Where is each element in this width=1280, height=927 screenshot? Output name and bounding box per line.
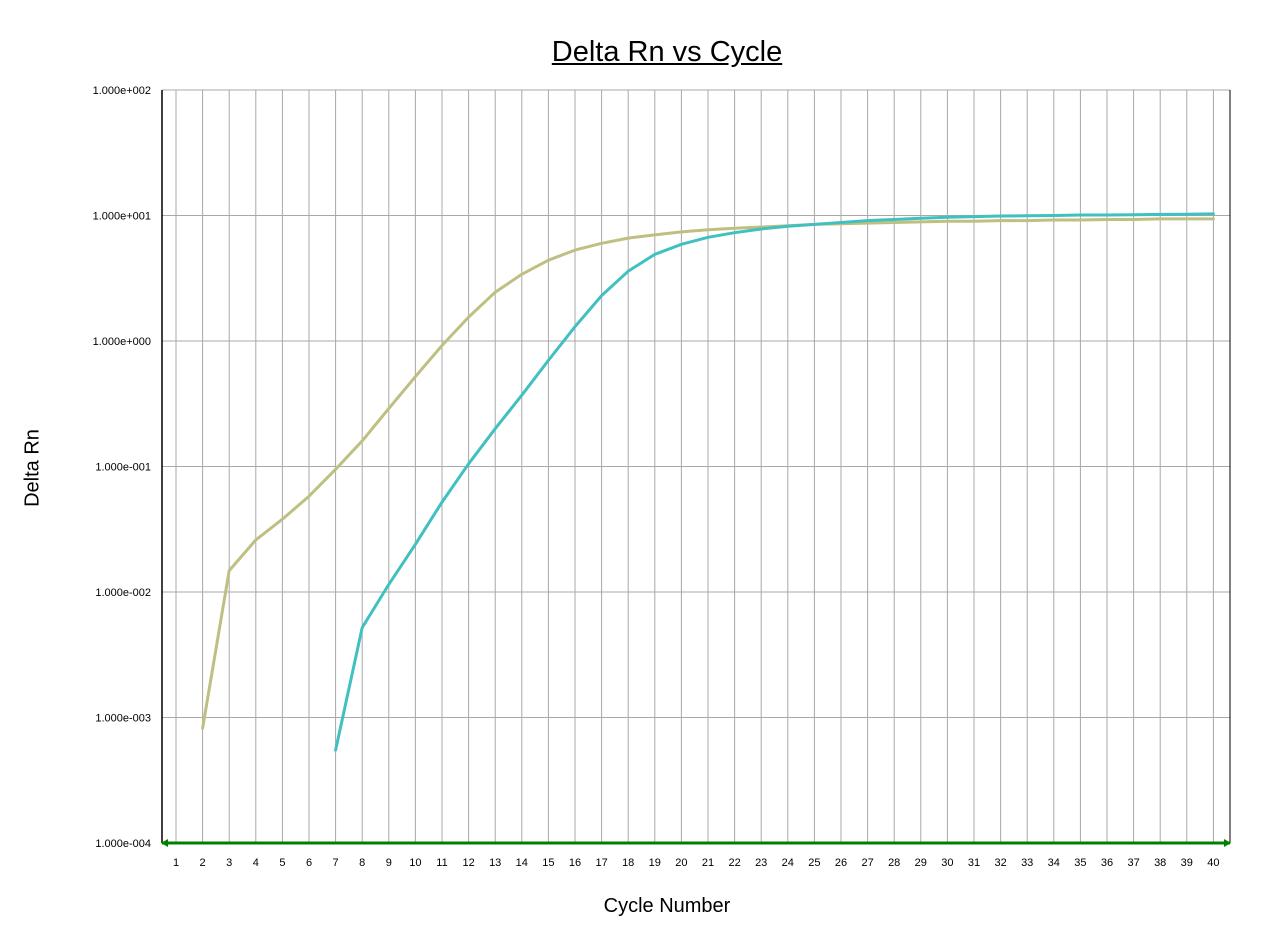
- x-tick-label: 30: [941, 857, 953, 869]
- x-tick-label: 24: [782, 857, 794, 869]
- x-tick-label: 28: [888, 857, 900, 869]
- x-tick-label: 23: [755, 857, 767, 869]
- x-tick-label: 35: [1074, 857, 1086, 869]
- x-tick-label: 19: [649, 857, 661, 869]
- x-tick-label: 11: [436, 857, 447, 869]
- x-tick-label: 7: [333, 857, 339, 869]
- x-tick-label: 26: [835, 857, 847, 869]
- x-tick-label: 3: [226, 857, 232, 869]
- x-tick-label: 32: [994, 857, 1006, 869]
- x-tick-label: 21: [702, 857, 714, 869]
- baseline-arrow-left: [161, 839, 168, 847]
- x-tick-label: 1: [173, 857, 179, 869]
- x-tick-label: 16: [569, 857, 581, 869]
- grid-lines: [162, 89, 1230, 844]
- y-tick-label: 1.000e+002: [93, 85, 151, 97]
- y-tick-label: 1.000e-004: [95, 838, 151, 850]
- x-tick-label: 12: [462, 857, 474, 869]
- x-tick-label: 18: [622, 857, 634, 869]
- chart-title: Delta Rn vs Cycle: [551, 36, 783, 68]
- y-tick-label: 1.000e-003: [95, 713, 151, 725]
- x-tick-label: 29: [915, 857, 927, 869]
- x-tick-label: 6: [306, 857, 312, 869]
- x-tick-label: 22: [728, 857, 740, 869]
- baseline-arrow-right: [1224, 839, 1231, 847]
- x-tick-label: 17: [595, 857, 607, 869]
- x-tick-labels: 1 2 3 4 5 6 7 8 9 10 11 12 13 14 15 16 17 18 19 20 21 22 23 24 2…: [173, 857, 1220, 869]
- x-axis-label: Cycle Number: [603, 895, 731, 917]
- series-line-1: [201, 217, 1215, 730]
- x-tick-label: 15: [542, 857, 554, 869]
- x-tick-label: 13: [489, 857, 501, 869]
- y-tick-label: 1.000e+000: [93, 336, 151, 348]
- x-tick-label: 2: [200, 857, 206, 869]
- x-tick-label: 10: [409, 857, 421, 869]
- x-tick-label: 20: [675, 857, 687, 869]
- y-tick-label: 1.000e-001: [95, 462, 151, 474]
- x-tick-label: 25: [808, 857, 820, 869]
- x-tick-label: 8: [359, 857, 365, 869]
- x-tick-label: 14: [516, 857, 528, 869]
- x-tick-label: 5: [279, 857, 285, 869]
- x-tick-label: 33: [1021, 857, 1033, 869]
- y-tick-labels: 1.000e-004 1.000e-003 1.000e-002 1.000e-001…: [93, 85, 151, 850]
- x-tick-label: 34: [1048, 857, 1060, 869]
- y-tick-label: 1.000e-002: [95, 587, 151, 599]
- x-tick-label: 39: [1181, 857, 1193, 869]
- series-line-2: [334, 212, 1215, 752]
- x-tick-label: 9: [386, 857, 392, 869]
- x-tick-label: 36: [1101, 857, 1113, 869]
- x-tick-label: 38: [1154, 857, 1166, 869]
- x-tick-label: 4: [253, 857, 259, 869]
- x-tick-label: 37: [1127, 857, 1139, 869]
- y-axis-label: Delta Rn: [21, 429, 44, 507]
- x-tick-label: 31: [968, 857, 980, 869]
- y-tick-label: 1.000e+001: [93, 211, 151, 223]
- x-tick-label: 40: [1207, 857, 1219, 869]
- series-lines: [161, 212, 1231, 847]
- x-tick-label: 27: [861, 857, 873, 869]
